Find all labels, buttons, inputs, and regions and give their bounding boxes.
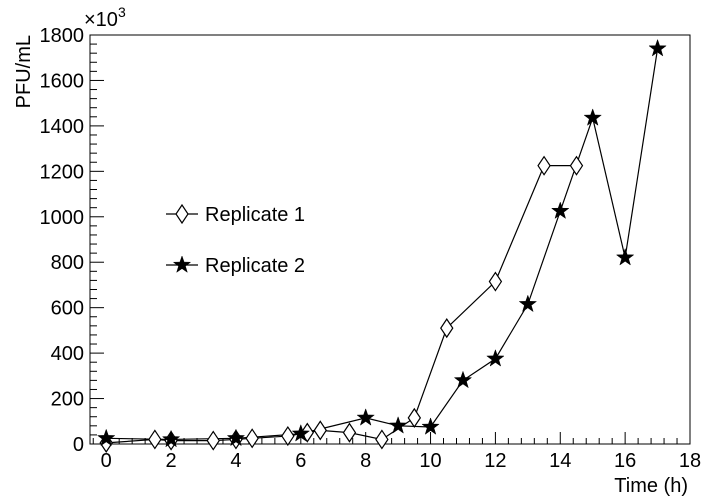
x-tick-label: 6 <box>295 450 306 472</box>
series-2-point <box>291 424 311 442</box>
series-1-point <box>342 422 357 443</box>
y-axis-title: PFU/mL <box>13 35 35 108</box>
series-1-point <box>537 155 551 176</box>
y-tick-label: 1800 <box>40 25 85 47</box>
y-tick-label: 1400 <box>40 116 85 138</box>
x-tick-label: 10 <box>419 450 441 472</box>
series-2-point <box>421 417 440 435</box>
series-2-point <box>615 247 635 266</box>
legend-label-1: Replicate 1 <box>205 204 305 226</box>
x-tick-label: 4 <box>230 450 241 472</box>
series-2-point <box>96 428 116 447</box>
y-tick-label: 1600 <box>40 70 85 92</box>
series-line-1 <box>106 165 577 444</box>
x-tick-label: 14 <box>549 450 571 472</box>
y-multiplier: ×103 <box>84 4 126 31</box>
y-tick-label: 800 <box>51 252 84 274</box>
labels: 0 2 4 6 8 10 12 14 16 18 0 200 400 600 800 1000 1200 1400… <box>13 4 701 497</box>
series-1-point <box>488 271 503 292</box>
series-1-point <box>148 429 162 450</box>
y-tick-label: 600 <box>51 298 84 320</box>
y-multiplier-exponent: 3 <box>118 4 126 20</box>
series-2-point <box>161 429 181 448</box>
legend-marker-star <box>172 255 192 273</box>
series-1-point <box>281 425 295 447</box>
legend-marker-diamond <box>175 203 189 225</box>
x-axis-title: Time (h) <box>614 475 688 497</box>
series-markers <box>96 38 667 453</box>
x-tick-label: 18 <box>679 450 701 472</box>
plot-frame <box>89 34 691 445</box>
series-line-2 <box>106 48 659 441</box>
series-2-point <box>226 428 246 447</box>
series-2-point <box>583 108 602 126</box>
series-1-point <box>375 429 389 450</box>
series-1-point <box>440 318 454 339</box>
series-1-point <box>569 155 584 176</box>
y-tick-label: 1200 <box>40 161 85 183</box>
y-multiplier-base: ×10 <box>84 9 118 31</box>
axes <box>89 34 691 445</box>
y-tick-label: 200 <box>51 389 84 411</box>
x-tick-label: 16 <box>614 450 636 472</box>
series-lines <box>106 48 659 444</box>
y-tick-label: 1000 <box>40 207 85 229</box>
series-1-point <box>407 407 422 428</box>
legend-label-2: Replicate 2 <box>205 255 305 277</box>
series-1-point <box>206 430 220 451</box>
y-tick-label: 0 <box>73 434 84 456</box>
legend: Replicate 1 Replicate 2 <box>166 203 305 277</box>
x-tick-label: 0 <box>101 450 112 472</box>
series-2-point <box>550 201 570 219</box>
series-1-point <box>245 428 259 449</box>
series-2-point <box>648 38 667 57</box>
x-tick-label: 12 <box>484 450 506 472</box>
series-2-point <box>356 408 375 426</box>
x-tick-label: 8 <box>360 450 371 472</box>
series-2-point <box>518 294 538 313</box>
series-1-point <box>313 420 327 441</box>
series-2-point <box>486 349 505 367</box>
series-2-point <box>388 416 408 434</box>
y-tick-label: 400 <box>51 343 84 365</box>
x-tick-label: 2 <box>166 450 177 472</box>
series-2-point <box>453 370 473 389</box>
